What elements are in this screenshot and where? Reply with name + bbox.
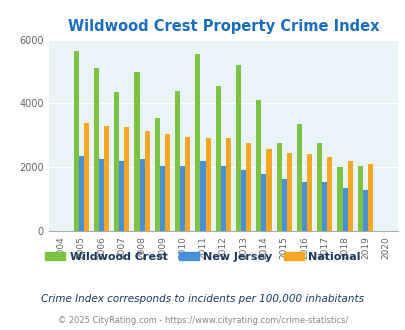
Bar (276, 143, 281, 231)
Bar (326, 157, 332, 231)
Title: Wildwood Crest Property Crime Index: Wildwood Crest Property Crime Index (67, 19, 378, 34)
Bar (175, 91, 180, 231)
Bar (367, 164, 372, 231)
Text: © 2025 CityRating.com - https://www.cityrating.com/crime-statistics/: © 2025 CityRating.com - https://www.city… (58, 316, 347, 325)
Bar (225, 139, 230, 231)
Bar (139, 159, 144, 231)
Bar (256, 100, 261, 231)
Bar (215, 86, 220, 231)
Bar (79, 156, 83, 231)
Bar (296, 124, 301, 231)
Bar (164, 134, 170, 231)
Legend: Wildwood Crest, New Jersey, National: Wildwood Crest, New Jersey, National (41, 248, 364, 267)
Bar (286, 153, 291, 231)
Bar (160, 166, 164, 231)
Bar (357, 166, 362, 231)
Bar (73, 51, 79, 231)
Bar (154, 118, 160, 231)
Bar (180, 166, 185, 231)
Bar (241, 170, 245, 231)
Bar (261, 174, 266, 231)
Bar (245, 143, 251, 231)
Bar (104, 126, 109, 231)
Bar (134, 72, 139, 231)
Bar (281, 179, 286, 231)
Bar (144, 130, 149, 231)
Bar (337, 167, 342, 231)
Bar (301, 182, 306, 231)
Bar (205, 139, 210, 231)
Bar (124, 127, 129, 231)
Bar (195, 54, 200, 231)
Bar (99, 159, 104, 231)
Bar (185, 137, 190, 231)
Bar (266, 149, 271, 231)
Bar (322, 182, 326, 231)
Bar (200, 161, 205, 231)
Bar (316, 143, 322, 231)
Bar (220, 166, 225, 231)
Bar (114, 92, 119, 231)
Bar (119, 161, 124, 231)
Bar (347, 161, 352, 231)
Bar (342, 188, 347, 231)
Bar (94, 68, 99, 231)
Bar (306, 154, 311, 231)
Bar (362, 189, 367, 231)
Bar (83, 122, 89, 231)
Text: Crime Index corresponds to incidents per 100,000 inhabitants: Crime Index corresponds to incidents per… (41, 294, 364, 304)
Bar (235, 65, 241, 231)
